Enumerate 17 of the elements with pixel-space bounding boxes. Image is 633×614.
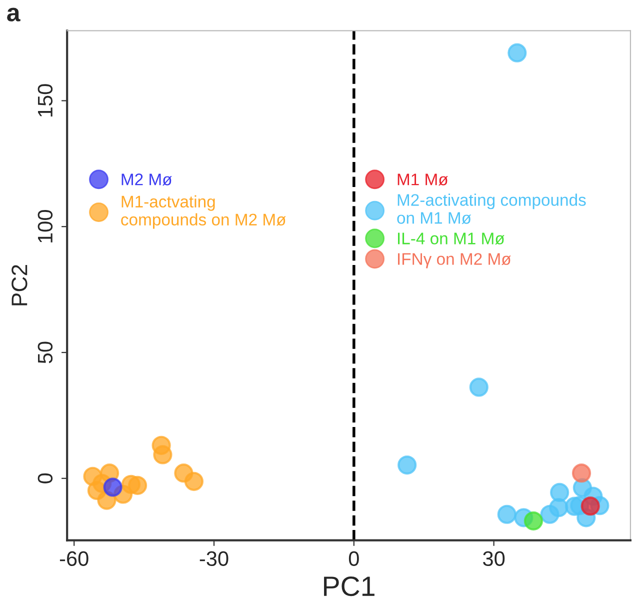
y-tick-label: 0 [38, 473, 53, 484]
x-tick-label: -30 [200, 551, 228, 566]
y-tick-label: 50 [38, 342, 53, 364]
text: a [7, 8, 20, 22]
y-axis-title: PC2 [12, 265, 28, 306]
x-axis-title: PC1 [324, 576, 374, 596]
y-tick-label: 100 [38, 210, 53, 242]
legend-label: M2-activating compounds on M1 Mø [397, 194, 586, 224]
legend-label: M1 Mø [398, 174, 448, 186]
legend-label: M2 Mø [122, 174, 172, 186]
x-tick-label: -60 [60, 551, 88, 566]
legend-label: M1-actvating compounds on M2 Mø [121, 195, 286, 229]
legend-label: IFNγ on M2 Mø [398, 253, 511, 268]
x-tick-label: 0 [348, 551, 359, 566]
x-tick-label: 30 [483, 551, 505, 566]
legend-label: IL-4 on M1 Mø [398, 232, 504, 245]
y-tick-label: 150 [38, 84, 53, 116]
